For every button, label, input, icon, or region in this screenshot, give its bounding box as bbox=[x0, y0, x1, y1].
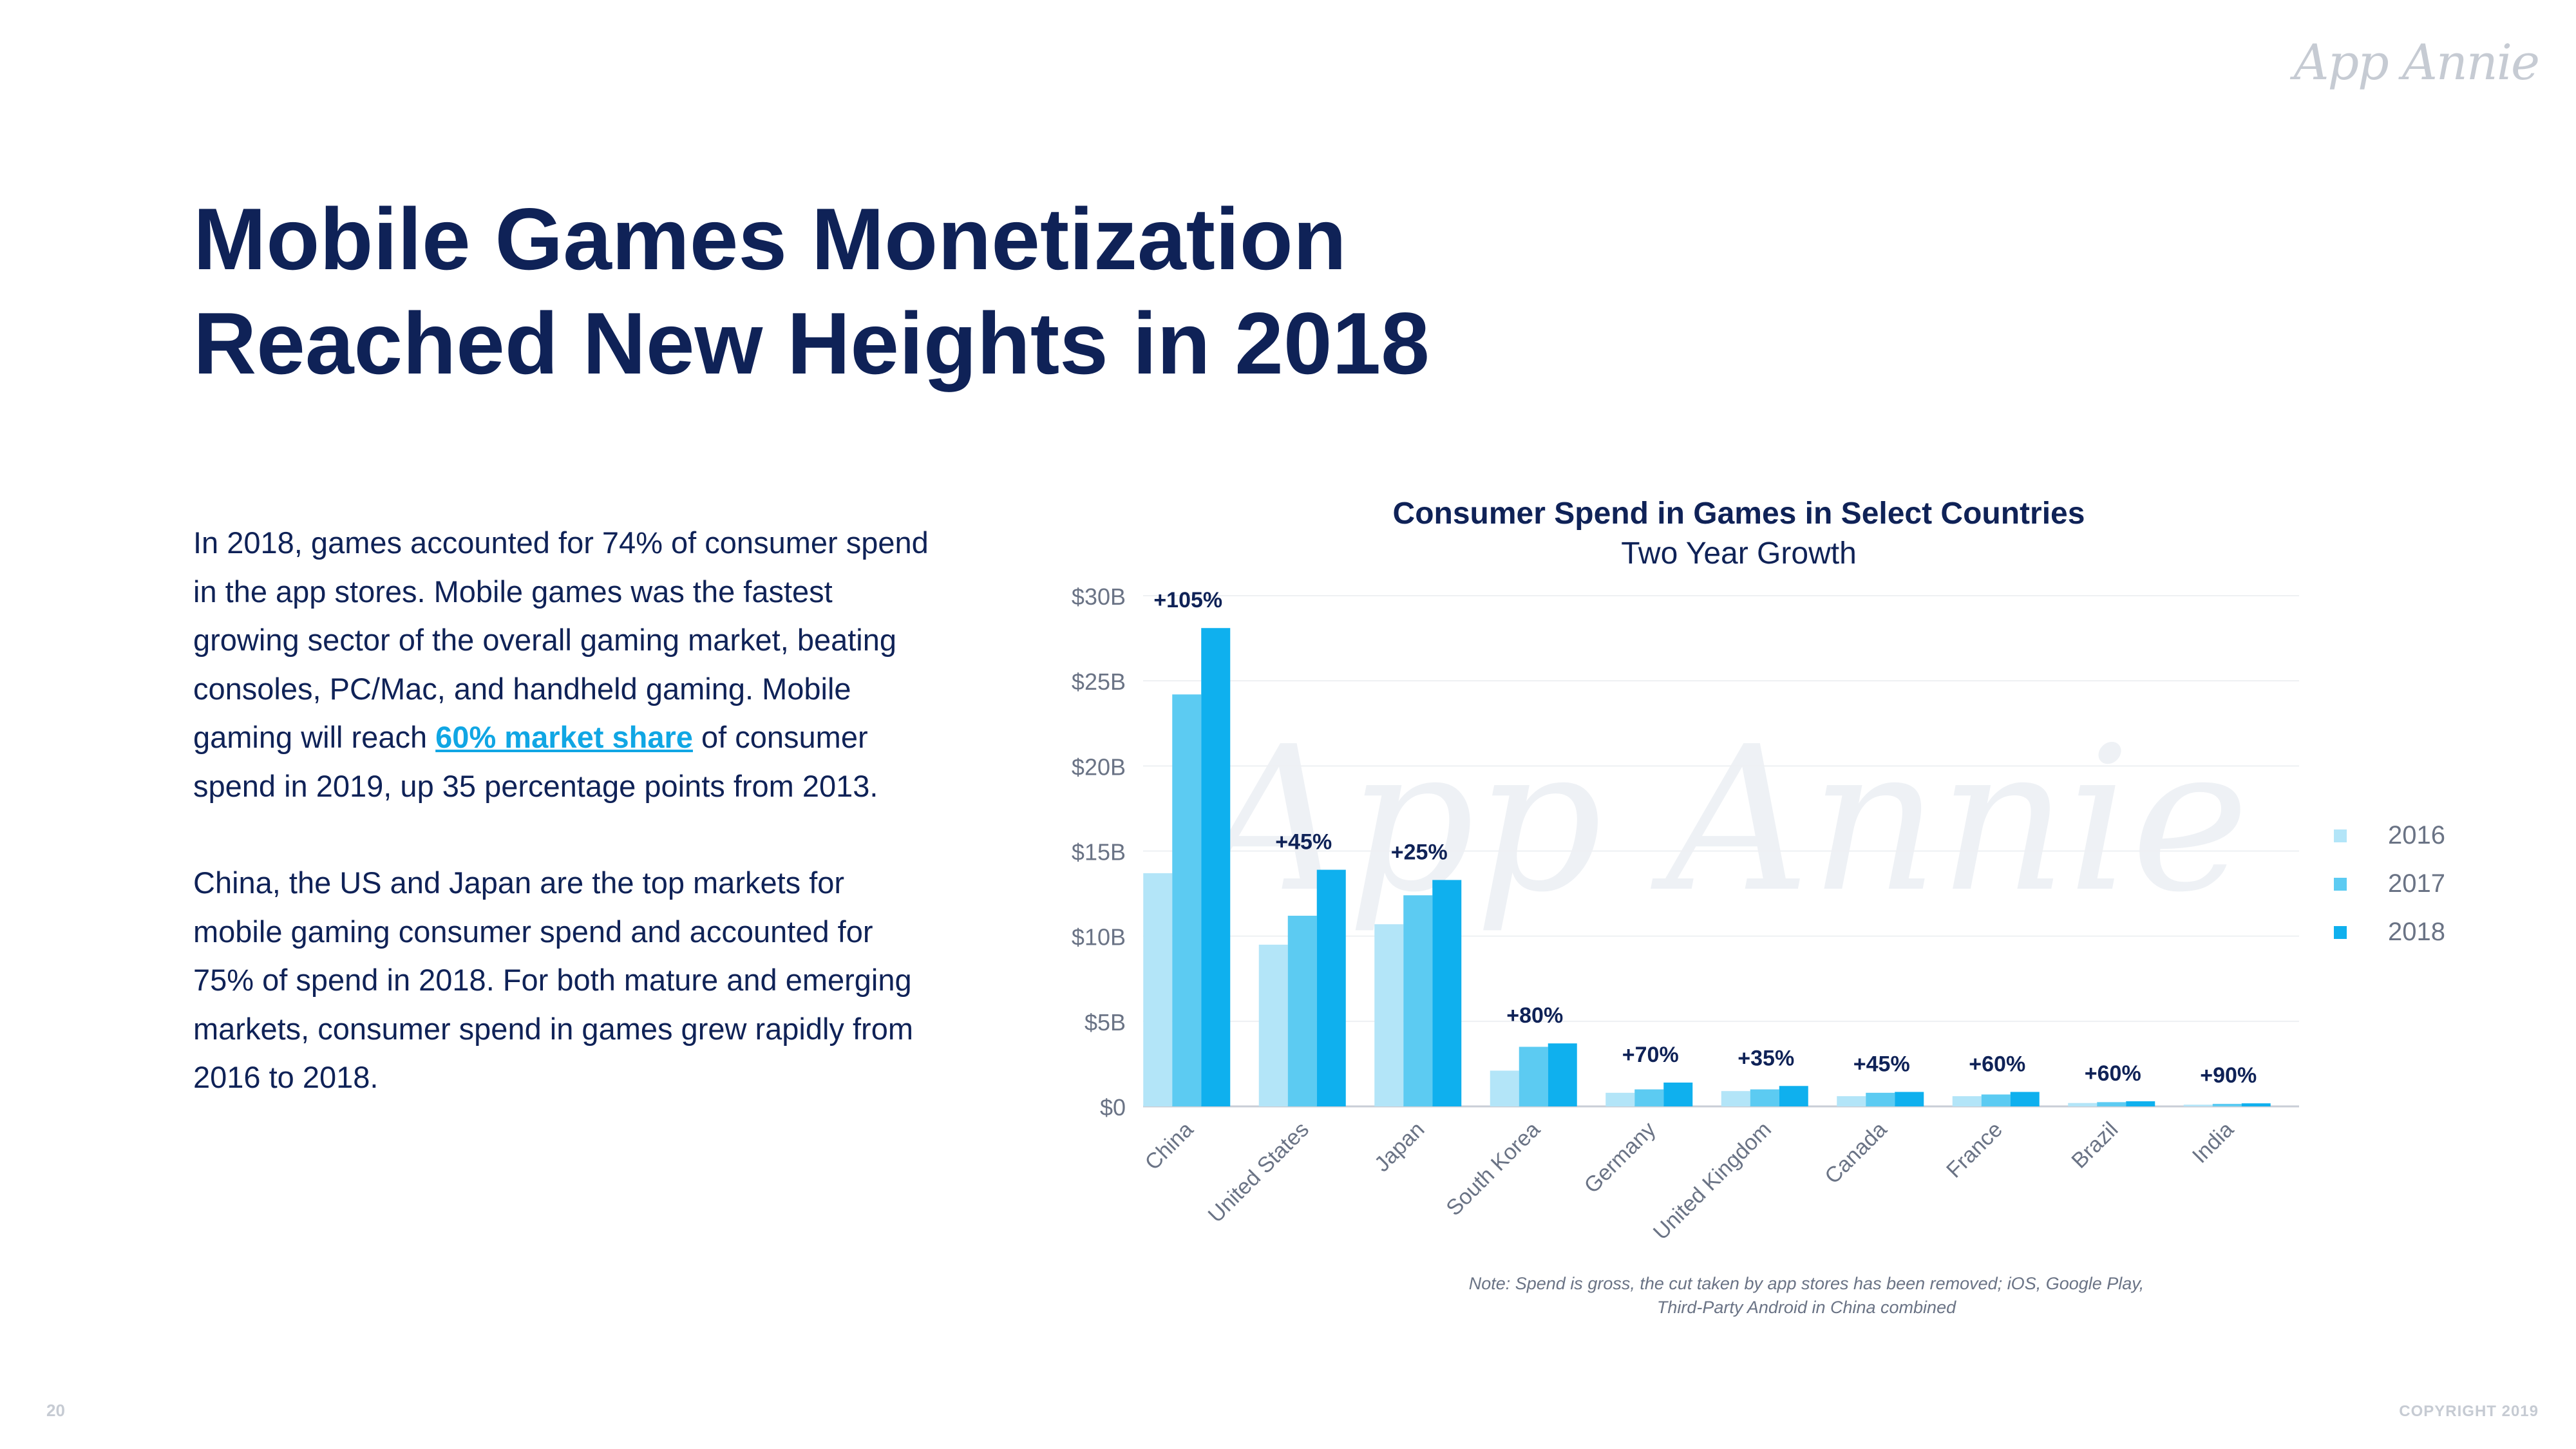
bar-2016-united-kingdom bbox=[1721, 1091, 1750, 1106]
chart-subtitle: Two Year Growth bbox=[1621, 536, 1857, 571]
legend-item-2017: 2017 bbox=[2334, 860, 2445, 908]
bar-2018-france bbox=[2010, 1092, 2040, 1106]
body-paragraph-2: China, the US and Japan are the top mark… bbox=[193, 866, 913, 1094]
bar-2016-japan bbox=[1374, 924, 1404, 1106]
bar-2016-france bbox=[1952, 1096, 1982, 1106]
bar-2016-canada bbox=[1837, 1096, 1866, 1106]
chart-note-line1: Note: Spend is gross, the cut taken by a… bbox=[1468, 1274, 2145, 1293]
bar-2016-china bbox=[1143, 873, 1173, 1106]
chart-legend: 2016 2017 2018 bbox=[2334, 811, 2445, 956]
bar-2016-south-korea bbox=[1490, 1070, 1519, 1106]
bar-2017-india bbox=[2212, 1104, 2242, 1106]
bar-2018-united-states bbox=[1316, 869, 1346, 1106]
x-tick-label: Brazil bbox=[2067, 1117, 2123, 1173]
growth-label: +35% bbox=[1738, 1046, 1794, 1070]
y-tick-label: $20B bbox=[1072, 753, 1126, 780]
y-tick-label: $25B bbox=[1072, 668, 1126, 695]
x-tick-label: United States bbox=[1204, 1117, 1314, 1227]
growth-label: +25% bbox=[1391, 840, 1448, 864]
legend-item-2018: 2018 bbox=[2334, 908, 2445, 956]
legend-label-2017: 2017 bbox=[2388, 869, 2445, 898]
bar-2017-brazil bbox=[2097, 1102, 2126, 1106]
bar-2017-south-korea bbox=[1519, 1046, 1548, 1106]
page-title-line1: Mobile Games Monetization bbox=[193, 190, 1347, 288]
bar-2016-india bbox=[2183, 1104, 2213, 1106]
x-tick-label: South Korea bbox=[1441, 1117, 1545, 1221]
growth-label: +80% bbox=[1506, 1003, 1563, 1028]
x-tick-label: Germany bbox=[1580, 1117, 1661, 1198]
x-tick-label: China bbox=[1141, 1117, 1198, 1175]
legend-swatch-2016 bbox=[2334, 829, 2347, 842]
bar-2017-germany bbox=[1634, 1089, 1664, 1106]
p1-text-after: of consumer spend in 2019, up 35 percent… bbox=[193, 720, 878, 803]
bar-2018-south-korea bbox=[1548, 1043, 1577, 1106]
bar-2017-united-states bbox=[1287, 915, 1317, 1106]
p1-text-before: In 2018, games accounted for 74% of cons… bbox=[193, 526, 929, 754]
x-tick-label: Japan bbox=[1370, 1117, 1429, 1177]
bar-2018-brazil bbox=[2126, 1101, 2155, 1106]
bar-2016-united-states bbox=[1258, 944, 1288, 1106]
body-text: In 2018, games accounted for 74% of cons… bbox=[193, 518, 934, 1150]
x-tick-label: France bbox=[1942, 1117, 2007, 1183]
chart-note: Note: Spend is gross, the cut taken by a… bbox=[1385, 1272, 2228, 1320]
legend-label-2016: 2016 bbox=[2388, 821, 2445, 849]
growth-label: +45% bbox=[1275, 830, 1332, 855]
market-share-link[interactable]: 60% market share bbox=[435, 720, 693, 754]
bar-2018-india bbox=[2241, 1103, 2271, 1106]
bar-2017-canada bbox=[1866, 1092, 1895, 1106]
bar-2018-canada bbox=[1895, 1092, 1924, 1106]
x-tick-label: India bbox=[2188, 1117, 2239, 1168]
y-tick-label: $5B bbox=[1084, 1009, 1126, 1036]
bar-2018-united-kingdom bbox=[1779, 1086, 1808, 1106]
app-annie-logo: App Annie bbox=[2293, 33, 2540, 91]
page-title: Mobile Games Monetization Reached New He… bbox=[193, 187, 1739, 395]
growth-label: +45% bbox=[1853, 1052, 1910, 1077]
bar-2018-germany bbox=[1663, 1082, 1693, 1106]
copyright-text: COPYRIGHT 2019 bbox=[2399, 1403, 2539, 1420]
bar-2016-brazil bbox=[2068, 1103, 2098, 1106]
chart-title: Consumer Spend in Games in Select Countr… bbox=[1392, 497, 2085, 531]
page-title-line2: Reached New Heights in 2018 bbox=[193, 294, 1430, 392]
bar-2018-china bbox=[1201, 628, 1231, 1106]
legend-label-2018: 2018 bbox=[2388, 918, 2445, 946]
growth-label: +105% bbox=[1153, 588, 1222, 612]
legend-swatch-2018 bbox=[2334, 925, 2347, 939]
y-tick-label: $0 bbox=[1100, 1094, 1126, 1121]
chart-note-line2: Third-Party Android in China combined bbox=[1656, 1298, 1956, 1317]
bar-2018-japan bbox=[1432, 880, 1462, 1106]
page-number: 20 bbox=[46, 1401, 65, 1420]
bar-2017-france bbox=[1981, 1094, 2011, 1106]
x-tick-label: United Kingdom bbox=[1649, 1117, 1776, 1245]
growth-label: +90% bbox=[2200, 1063, 2257, 1088]
growth-label: +70% bbox=[1622, 1043, 1679, 1067]
bar-2017-japan bbox=[1403, 895, 1433, 1106]
legend-swatch-2017 bbox=[2334, 877, 2347, 891]
chart-watermark: App Annie bbox=[1187, 704, 2249, 936]
x-tick-label: Canada bbox=[1820, 1117, 1891, 1189]
bar-2017-united-kingdom bbox=[1750, 1089, 1779, 1106]
y-tick-label: $15B bbox=[1072, 839, 1126, 866]
bar-2016-germany bbox=[1605, 1092, 1635, 1106]
y-tick-label: $10B bbox=[1072, 924, 1126, 951]
growth-label: +60% bbox=[2085, 1061, 2141, 1086]
legend-item-2016: 2016 bbox=[2334, 811, 2445, 860]
bar-2017-china bbox=[1172, 694, 1202, 1106]
body-paragraph-1: In 2018, games accounted for 74% of cons… bbox=[193, 518, 934, 810]
y-tick-label: $30B bbox=[1072, 583, 1126, 610]
growth-label: +60% bbox=[1969, 1052, 2025, 1077]
